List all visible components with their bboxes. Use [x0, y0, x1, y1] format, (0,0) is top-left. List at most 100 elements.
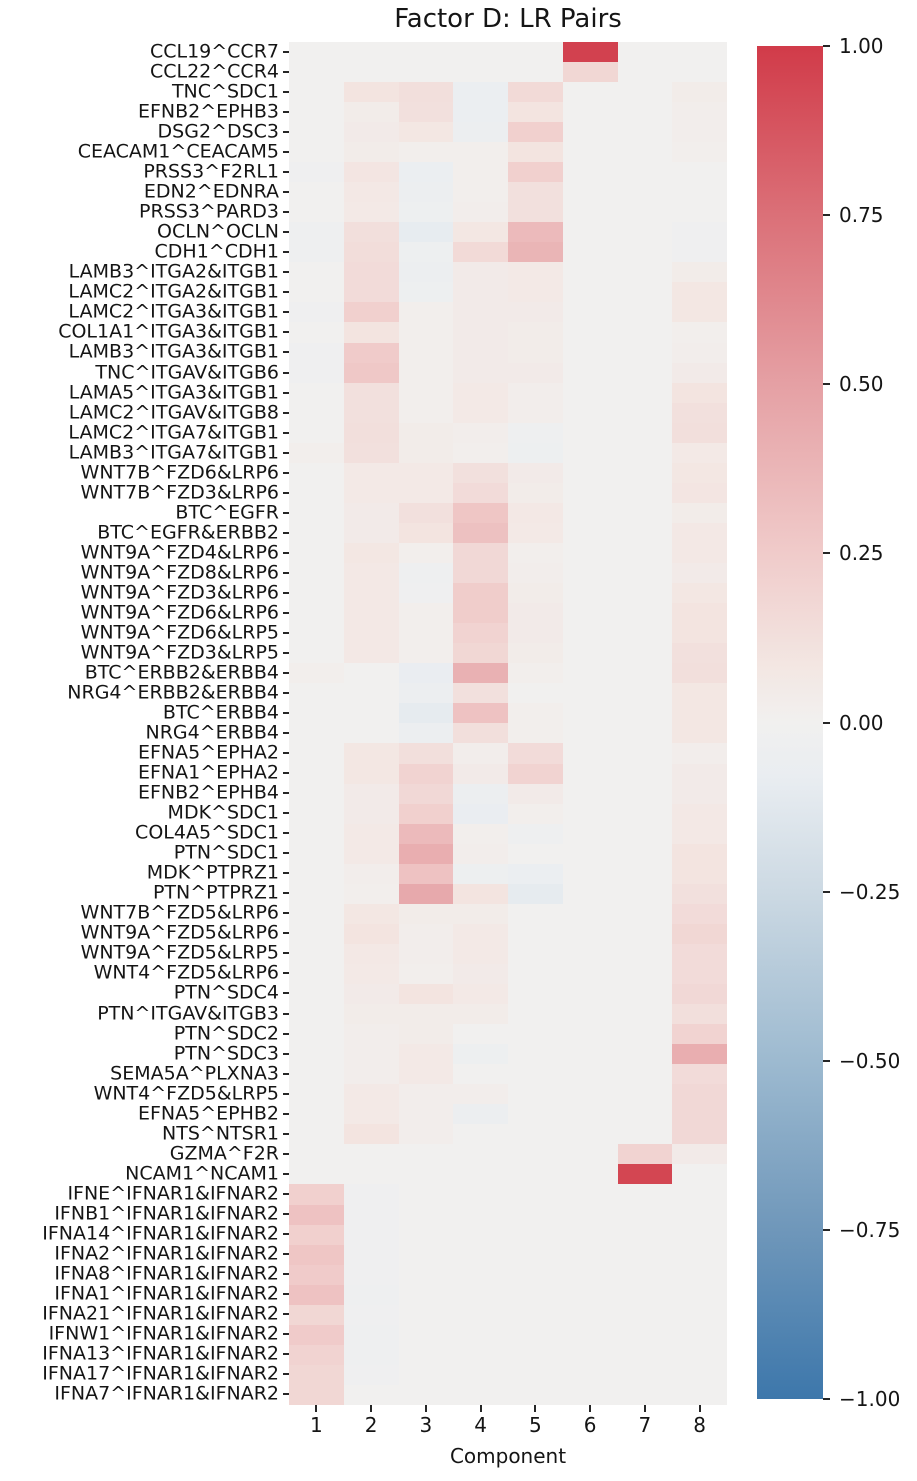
heatmap-cell — [508, 803, 563, 824]
heatmap-cell — [343, 122, 399, 143]
heatmap-cell — [562, 162, 618, 183]
heatmap-cell — [289, 162, 344, 183]
heatmap-cell — [343, 282, 399, 303]
heatmap-cell — [508, 522, 563, 543]
y-tick-mark — [283, 1373, 289, 1376]
heatmap-cell — [617, 482, 673, 503]
y-tick-label: CEACAM1^CEACAM5 — [77, 140, 279, 163]
heatmap-cell — [289, 42, 344, 63]
heatmap-cell — [453, 302, 508, 323]
y-axis-row: PTN^PTPRZ1 — [0, 883, 289, 903]
heatmap-cell — [289, 1304, 344, 1325]
heatmap-cell — [453, 142, 508, 163]
heatmap-cell — [508, 1144, 563, 1165]
y-axis-row: CDH1^CDH1 — [0, 242, 289, 262]
heatmap-cell — [398, 522, 454, 543]
heatmap-cell — [672, 1024, 727, 1045]
heatmap-cell — [453, 482, 508, 503]
y-axis-row: WNT4^FZD5&LRP5 — [0, 1084, 289, 1104]
heatmap-cell — [289, 1104, 344, 1125]
y-tick-label: BTC^EGFR — [175, 501, 279, 524]
heatmap-cell — [453, 1144, 508, 1165]
heatmap-cell — [672, 923, 727, 944]
y-tick-label: PRSS3^PARD3 — [139, 200, 279, 223]
heatmap-cell — [672, 984, 727, 1005]
y-axis-row: EFNA1^EPHA2 — [0, 763, 289, 783]
heatmap-cell — [453, 222, 508, 243]
heatmap-cell — [617, 663, 673, 684]
heatmap-cell — [398, 362, 454, 383]
y-tick-mark — [283, 471, 289, 474]
heatmap-cell — [453, 62, 508, 83]
heatmap-cell — [508, 202, 563, 223]
y-axis-row: EFNB2^EPHB4 — [0, 783, 289, 803]
y-tick-mark — [283, 1152, 289, 1155]
heatmap-cell — [617, 1164, 673, 1185]
x-tick-label: 7 — [638, 1413, 652, 1437]
colorbar-tick-mark — [823, 214, 830, 217]
heatmap-cell — [617, 703, 673, 724]
heatmap-cell — [343, 242, 399, 263]
heatmap-cell — [343, 162, 399, 183]
heatmap-cell — [289, 1124, 344, 1145]
y-tick-mark — [283, 932, 289, 935]
heatmap-cell — [453, 763, 508, 784]
y-tick-mark — [283, 692, 289, 695]
heatmap-cell — [672, 142, 727, 163]
y-axis-row: NRG4^ERBB2&ERBB4 — [0, 683, 289, 703]
heatmap-cell — [453, 122, 508, 143]
heatmap-cell — [672, 242, 727, 263]
heatmap-cell — [562, 462, 618, 483]
heatmap-cell — [562, 1104, 618, 1125]
heatmap-cell — [562, 923, 618, 944]
heatmap-cell — [672, 1384, 727, 1405]
heatmap-cell — [617, 242, 673, 263]
heatmap-cell — [617, 1084, 673, 1105]
heatmap-cell — [289, 763, 344, 784]
y-tick-mark — [283, 151, 289, 154]
heatmap-cell — [562, 863, 618, 884]
y-axis-row: IFNA7^IFNAR1&IFNAR2 — [0, 1384, 289, 1404]
heatmap-cell — [672, 1184, 727, 1205]
y-tick-mark — [283, 491, 289, 494]
x-tick-label: 3 — [419, 1413, 433, 1437]
y-tick-mark — [283, 812, 289, 815]
heatmap-cell — [453, 683, 508, 704]
heatmap-cell — [672, 1004, 727, 1025]
heatmap-cell — [617, 1124, 673, 1145]
heatmap-cell — [508, 442, 563, 463]
heatmap-cell — [343, 402, 399, 423]
heatmap-cell — [617, 1044, 673, 1065]
heatmap-cell — [398, 723, 454, 744]
x-tick-mark — [698, 1405, 701, 1412]
y-tick-mark — [283, 992, 289, 995]
y-tick-label: IFNW1^IFNAR1&IFNAR2 — [48, 1322, 279, 1345]
heatmap-cell — [562, 1144, 618, 1165]
heatmap-cell — [617, 462, 673, 483]
heatmap-cell — [562, 342, 618, 363]
heatmap-cell — [562, 1324, 618, 1345]
y-tick-label: LAMB3^ITGA2&ITGB1 — [68, 260, 279, 283]
heatmap-cell — [508, 402, 563, 423]
heatmap-cell — [343, 923, 399, 944]
heatmap-cell — [453, 342, 508, 363]
y-axis-row: TNC^ITGAV&ITGB6 — [0, 363, 289, 383]
y-axis-row: WNT7B^FZD3&LRP6 — [0, 483, 289, 503]
y-axis-row: PTN^ITGAV&ITGB3 — [0, 1004, 289, 1024]
heatmap-cell — [672, 1204, 727, 1225]
y-axis-row: EFNA5^EPHB2 — [0, 1104, 289, 1124]
y-tick-label: NTS^NTSR1 — [162, 1122, 279, 1145]
heatmap-cell — [672, 82, 727, 103]
heatmap-cell — [398, 1304, 454, 1325]
heatmap-cell — [289, 322, 344, 343]
heatmap-cell — [617, 1304, 673, 1325]
heatmap-cell — [672, 803, 727, 824]
heatmap-cell — [343, 823, 399, 844]
heatmap-cell — [398, 162, 454, 183]
heatmap-cell — [562, 402, 618, 423]
y-tick-label: WNT9A^FZD6&LRP6 — [80, 601, 279, 624]
heatmap-cell — [562, 783, 618, 804]
y-tick-mark — [283, 1353, 289, 1356]
heatmap-cell — [453, 1204, 508, 1225]
heatmap-cell — [343, 563, 399, 584]
